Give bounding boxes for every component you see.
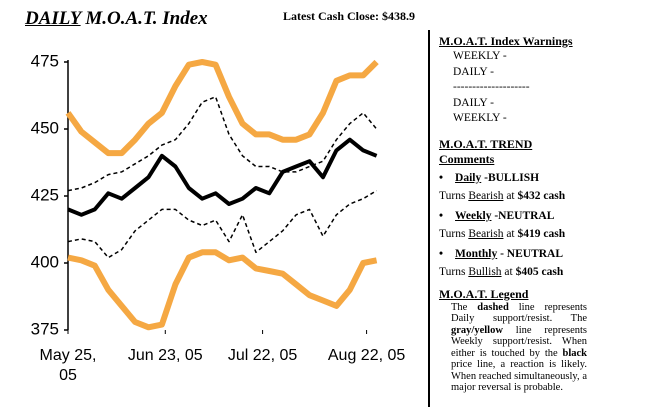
- turn-part: $419 cash: [517, 227, 566, 240]
- trend-status: - NEUTRAL: [497, 247, 564, 260]
- legend-part: The: [451, 301, 478, 313]
- legend-part: line represents Daily support/resist. Th…: [451, 301, 588, 325]
- chart-title: DAILY M.O.A.T. Index: [25, 8, 208, 30]
- series-line: [67, 96, 378, 192]
- turn-part: at: [503, 189, 518, 202]
- legend-part: dashed: [477, 301, 509, 313]
- trend-turn: Turns Bearish at $432 cash: [439, 187, 579, 205]
- legend-part: black: [562, 347, 587, 359]
- warning-line: WEEKLY -: [453, 50, 507, 62]
- legend-part: gray/yellow: [451, 324, 503, 336]
- legend-heading: M.O.A.T. Legend: [439, 286, 529, 301]
- warning-line: WEEKLY -: [453, 112, 507, 124]
- legend-part: price line, a reaction is likely. When r…: [451, 359, 587, 393]
- series-line: [67, 249, 378, 331]
- turn-part: Bearish: [468, 189, 504, 202]
- y-tick-label: 425: [31, 185, 59, 204]
- turn-part: at: [501, 265, 516, 278]
- x-tick-label: Aug 22, 05: [327, 347, 406, 364]
- turn-part: $405 cash: [515, 265, 564, 278]
- y-tick-label: 400: [31, 252, 59, 271]
- turn-part: Turns: [439, 227, 469, 240]
- trend-heading: M.O.A.T. TREND Comments: [439, 136, 533, 166]
- y-tick-label: 450: [31, 118, 59, 137]
- turn-part: Turns: [439, 189, 469, 202]
- turn-part: at: [503, 227, 518, 240]
- x-tick-label: May 25, 05: [39, 347, 97, 384]
- divider: [428, 30, 430, 407]
- warning-line: --------------------: [453, 81, 530, 93]
- warning-line: DAILY -: [453, 96, 494, 109]
- trend-status: -NEUTRAL: [491, 209, 555, 222]
- x-tick-label: Jun 23, 05: [127, 347, 203, 364]
- trend-item: Daily -BULLISH: [439, 170, 579, 187]
- trend-label: Daily: [455, 171, 482, 184]
- y-tick-label: 475: [31, 51, 59, 70]
- side-panel: M.O.A.T. Index Warnings WEEKLY - DAILY - -…: [439, 34, 587, 394]
- trend-item: Weekly -NEUTRAL: [439, 208, 579, 225]
- series-line: [67, 189, 377, 259]
- trend-label: Weekly: [455, 209, 492, 222]
- series-line: [67, 137, 378, 217]
- title-part: DAILY: [25, 8, 81, 29]
- turn-part: Bullish: [468, 265, 502, 278]
- legend-part: line represents Weekly support/resist. W…: [451, 324, 587, 359]
- x-tick-label: Jul 22, 05: [227, 347, 298, 364]
- y-tick-label: 375: [31, 319, 59, 338]
- legend-text: The dashed line represents Daily support…: [451, 302, 587, 394]
- warnings-heading: M.O.A.T. Index Warnings: [439, 34, 573, 48]
- trend-status: -BULLISH: [481, 171, 540, 184]
- trend-turn: Turns Bearish at $419 cash: [439, 225, 579, 243]
- trend-item: Monthly - NEUTRAL: [439, 246, 579, 263]
- warnings: WEEKLY - DAILY - -------------------- DAILY…: [439, 49, 579, 127]
- warning-line: DAILY -: [453, 65, 494, 78]
- turn-part: $432 cash: [517, 189, 566, 202]
- trend-turn: Turns Bullish at $405 cash: [439, 263, 579, 281]
- turn-part: Turns: [439, 265, 469, 278]
- series-line: [65, 59, 379, 157]
- turn-part: Bearish: [468, 227, 504, 240]
- trend-label: Monthly: [455, 247, 498, 260]
- title-part: M.O.A.T. Index: [85, 8, 208, 29]
- annotation: Latest Cash Close: $438.9: [283, 9, 415, 23]
